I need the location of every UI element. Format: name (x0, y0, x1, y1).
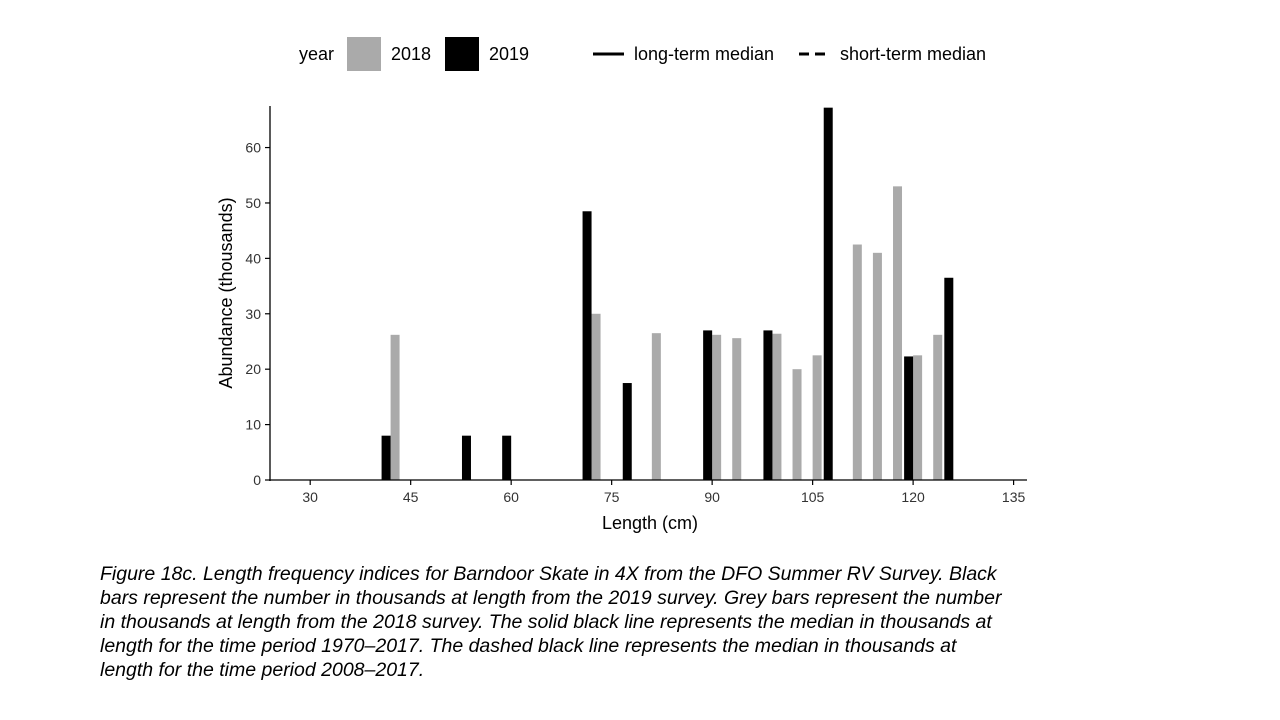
caption-line: Figure 18c. Length frequency indices for… (100, 563, 997, 585)
y-tick-label: 50 (245, 195, 261, 211)
x-tick-label: 45 (403, 489, 419, 505)
x-tick-label: 60 (503, 489, 519, 505)
bar-2018-72 (591, 313, 601, 480)
bar-2019-120 (904, 356, 914, 480)
bar-2019-108 (823, 107, 833, 480)
bar-2018-117 (893, 186, 903, 480)
y-tick-label: 60 (245, 140, 261, 156)
caption-line: length for the time period 1970–2017. Th… (100, 635, 957, 657)
legend-label-2019: 2019 (489, 44, 529, 64)
bar-2019-90 (703, 330, 713, 480)
x-tick-label: 90 (704, 489, 720, 505)
bar-2018-81 (651, 333, 661, 480)
bar-2019-54 (461, 435, 471, 480)
plot-area: 0 10 20 30 40 50 60 30 45 60 75 90 105 120 135 (245, 106, 1027, 505)
bar-2019-99 (763, 330, 773, 480)
legend-swatch-2019 (445, 37, 479, 71)
bar-2018-90 (712, 334, 722, 480)
bar-2018-42 (390, 334, 400, 480)
caption-line: bars represent the number in thousands a… (100, 587, 1002, 609)
bar-2018-111 (852, 244, 862, 480)
bar-2019-42 (381, 435, 391, 480)
x-tick-label: 135 (1002, 489, 1026, 505)
legend: year 2018 2019 long-term median short-te… (299, 37, 986, 71)
x-tick-label: 75 (604, 489, 620, 505)
y-tick-label: 30 (245, 306, 261, 322)
bar-2018-123 (933, 334, 943, 480)
x-tick-label: 120 (901, 489, 925, 505)
y-tick-label: 10 (245, 417, 261, 433)
legend-label-long-term-median: long-term median (634, 44, 774, 64)
bar-2018-102 (792, 369, 802, 480)
bar-2018-99 (772, 333, 782, 480)
y-tick-label: 40 (245, 250, 261, 266)
bar-2019-126 (944, 277, 954, 480)
legend-title: year (299, 44, 334, 64)
bar-2019-72 (582, 211, 592, 480)
legend-label-short-term-median: short-term median (840, 44, 986, 64)
bar-2018-120 (913, 355, 923, 480)
figure-caption: Figure 18c. Length frequency indices for… (100, 562, 1180, 682)
legend-swatch-2018 (347, 37, 381, 71)
bar-2018-93 (732, 338, 742, 480)
bar-2019-60 (502, 435, 512, 480)
bar-2019-78 (622, 383, 632, 480)
caption-line: in thousands at length from the 2018 sur… (100, 611, 992, 633)
x-axis-title: Length (cm) (602, 513, 698, 533)
x-tick-label: 105 (801, 489, 825, 505)
bar-2018-114 (872, 252, 882, 480)
y-tick-label: 0 (253, 472, 261, 488)
y-axis-title: Abundance (thousands) (216, 197, 236, 388)
bar-2018-105 (812, 355, 822, 480)
x-tick-label: 30 (302, 489, 318, 505)
y-tick-label: 20 (245, 361, 261, 377)
length-frequency-chart: year 2018 2019 long-term median short-te… (216, 37, 1027, 533)
legend-label-2018: 2018 (391, 44, 431, 64)
caption-line: length for the time period 2008–2017. (100, 659, 425, 681)
